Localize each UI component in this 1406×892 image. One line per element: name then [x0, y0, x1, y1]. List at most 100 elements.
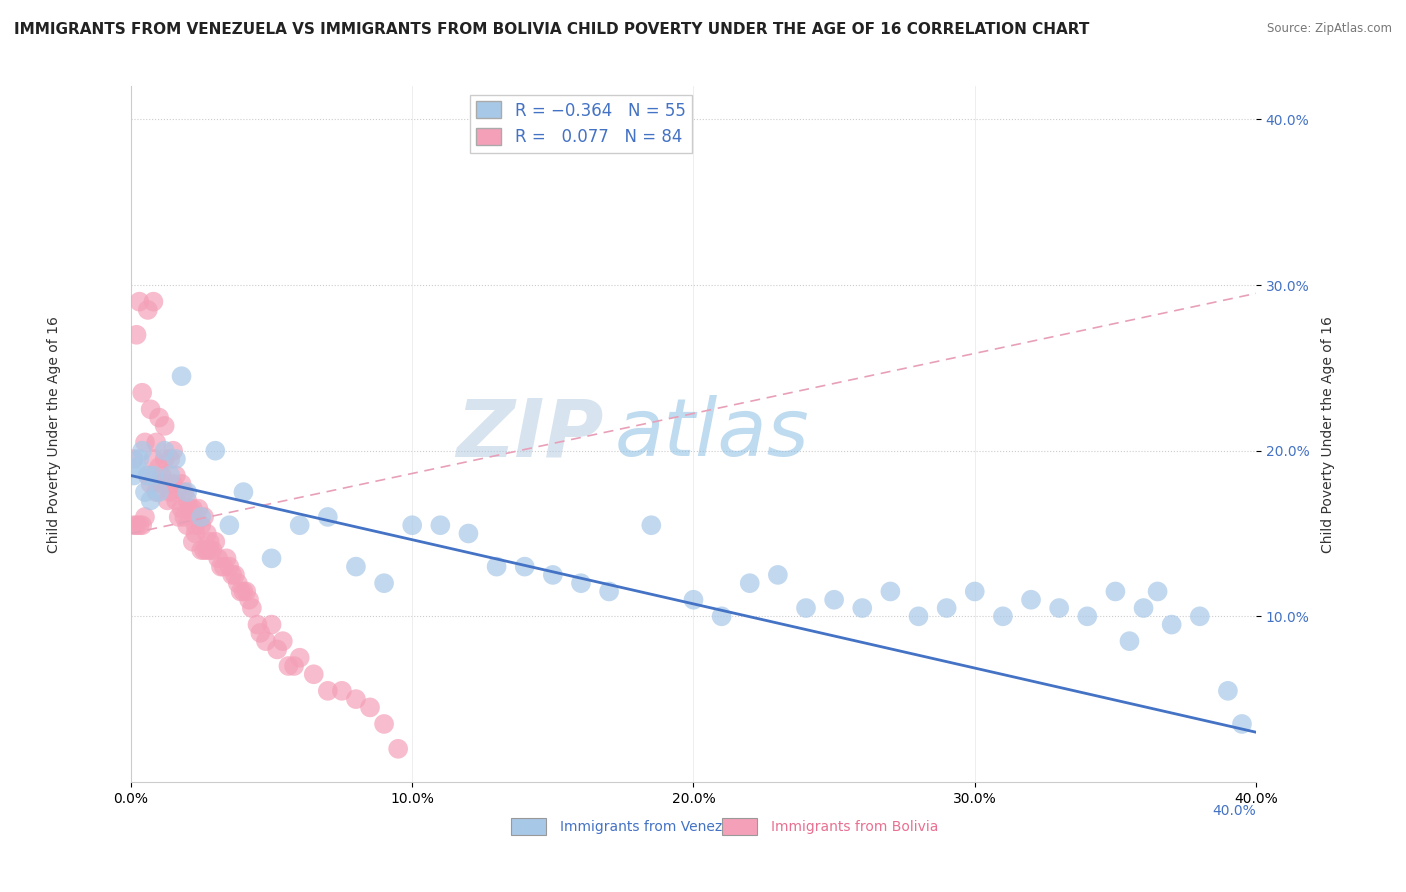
Point — [1230, 717, 1253, 731]
Point — [682, 592, 704, 607]
Point — [195, 543, 218, 558]
Point — [207, 551, 229, 566]
Point — [373, 717, 395, 731]
Point — [139, 493, 162, 508]
Point — [1118, 634, 1140, 648]
Point — [142, 468, 165, 483]
Point — [387, 741, 409, 756]
Point — [125, 518, 148, 533]
Point — [288, 650, 311, 665]
Point — [159, 468, 181, 483]
Point — [283, 659, 305, 673]
Text: IMMIGRANTS FROM VENEZUELA VS IMMIGRANTS FROM BOLIVIA CHILD POVERTY UNDER THE AGE: IMMIGRANTS FROM VENEZUELA VS IMMIGRANTS … — [14, 22, 1090, 37]
Text: Source: ZipAtlas.com: Source: ZipAtlas.com — [1267, 22, 1392, 36]
Point — [128, 452, 150, 467]
Point — [224, 568, 246, 582]
Point — [150, 476, 173, 491]
Point — [1047, 601, 1070, 615]
Point — [991, 609, 1014, 624]
Point — [148, 460, 170, 475]
Point — [569, 576, 592, 591]
Point — [238, 592, 260, 607]
Point — [1160, 617, 1182, 632]
Point — [134, 435, 156, 450]
Text: ZIP: ZIP — [456, 395, 603, 473]
Point — [963, 584, 986, 599]
Point — [148, 485, 170, 500]
Point — [148, 410, 170, 425]
Point — [162, 443, 184, 458]
Point — [218, 559, 240, 574]
Point — [851, 601, 873, 615]
Point — [246, 617, 269, 632]
Text: Child Poverty Under the Age of 16: Child Poverty Under the Age of 16 — [46, 316, 60, 552]
Point — [1076, 609, 1098, 624]
Point — [145, 485, 167, 500]
Point — [229, 584, 252, 599]
Point — [277, 659, 299, 673]
Point — [204, 534, 226, 549]
Point — [176, 485, 198, 500]
Point — [204, 443, 226, 458]
Point — [1104, 584, 1126, 599]
Point — [794, 601, 817, 615]
Point — [125, 327, 148, 342]
Point — [1188, 609, 1211, 624]
Point — [153, 452, 176, 467]
Y-axis label: Child Poverty Under the Age of 16: Child Poverty Under the Age of 16 — [1320, 316, 1334, 552]
Point — [176, 493, 198, 508]
Point — [170, 501, 193, 516]
Point — [136, 468, 159, 483]
Point — [1216, 683, 1239, 698]
Point — [907, 609, 929, 624]
Point — [179, 501, 201, 516]
Point — [260, 551, 283, 566]
Point — [159, 452, 181, 467]
Text: Immigrants from Venezuela: Immigrants from Venezuela — [560, 820, 752, 833]
Point — [209, 559, 232, 574]
Point — [359, 700, 381, 714]
Point — [162, 476, 184, 491]
Point — [128, 518, 150, 533]
Point — [184, 526, 207, 541]
Point — [139, 402, 162, 417]
Point — [215, 551, 238, 566]
Point — [156, 476, 179, 491]
Point — [240, 601, 263, 615]
Point — [134, 510, 156, 524]
Point — [1019, 592, 1042, 607]
Point — [176, 518, 198, 533]
Text: Immigrants from Bolivia: Immigrants from Bolivia — [770, 820, 938, 833]
Point — [316, 510, 339, 524]
Point — [131, 518, 153, 533]
Point — [131, 443, 153, 458]
Point — [302, 667, 325, 681]
Point — [823, 592, 845, 607]
Point — [344, 692, 367, 706]
Point — [159, 485, 181, 500]
Point — [156, 493, 179, 508]
Point — [167, 510, 190, 524]
Point — [181, 534, 204, 549]
Point — [260, 617, 283, 632]
Legend: R = −0.364   N = 55, R =   0.077   N = 84: R = −0.364 N = 55, R = 0.077 N = 84 — [470, 95, 692, 153]
Point — [142, 294, 165, 309]
Point — [598, 584, 620, 599]
Point — [218, 518, 240, 533]
Point — [429, 518, 451, 533]
Point — [640, 518, 662, 533]
Point — [373, 576, 395, 591]
Text: atlas: atlas — [614, 395, 810, 473]
Point — [344, 559, 367, 574]
Point — [738, 576, 761, 591]
Point — [1146, 584, 1168, 599]
Point — [232, 485, 254, 500]
Point — [513, 559, 536, 574]
Point — [195, 526, 218, 541]
Point — [165, 452, 187, 467]
Point — [187, 501, 209, 516]
Point — [766, 568, 789, 582]
Point — [153, 418, 176, 433]
Point — [232, 584, 254, 599]
Point — [150, 468, 173, 483]
